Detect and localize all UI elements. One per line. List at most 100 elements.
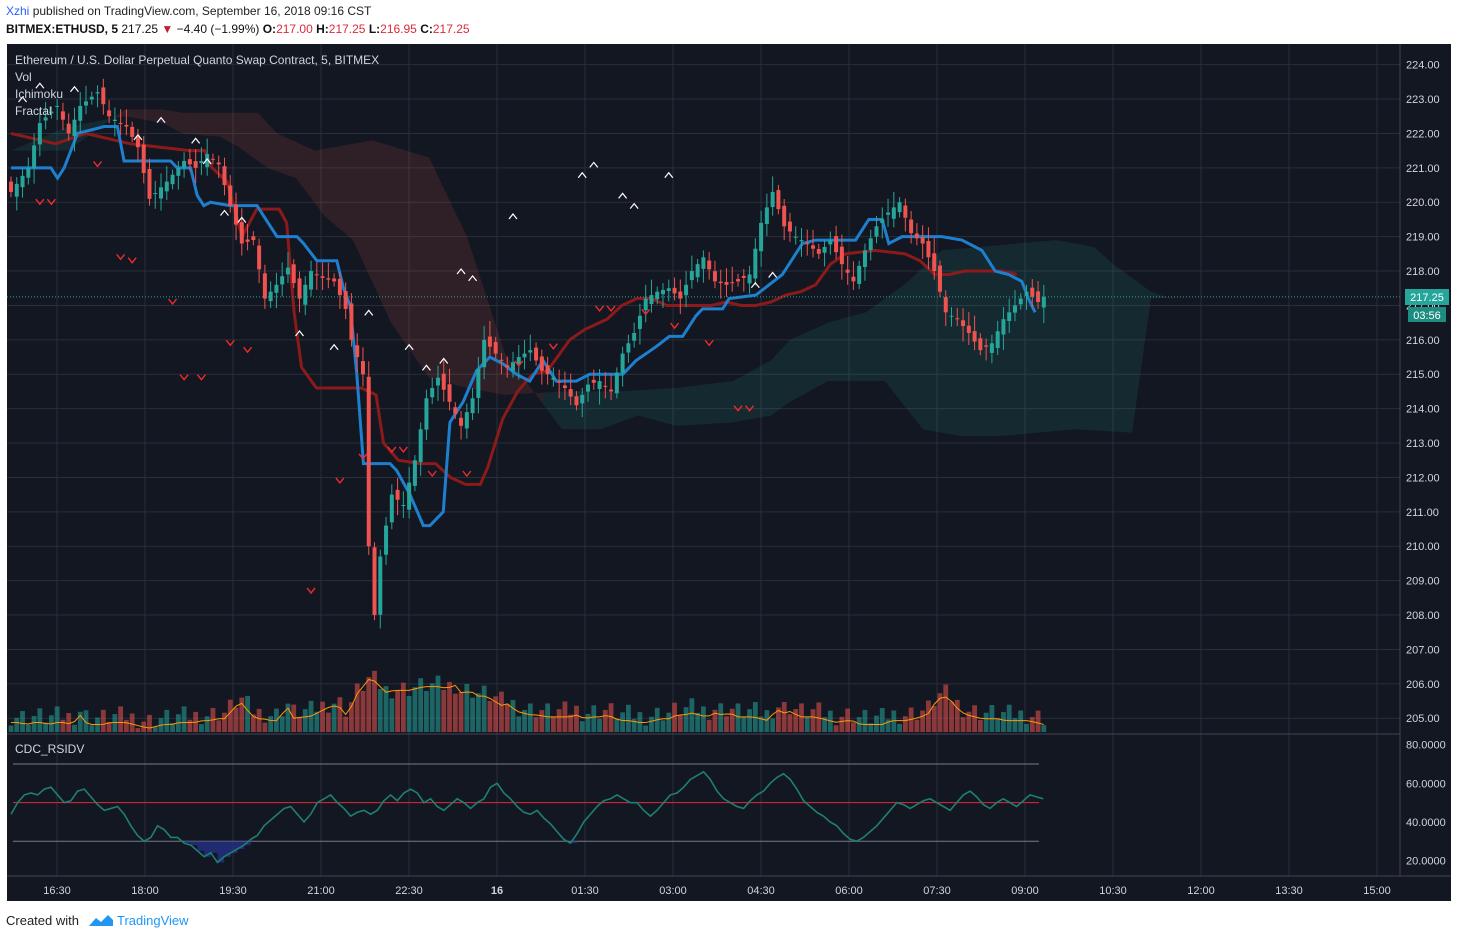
cloud-segment <box>324 147 334 225</box>
volume-bar <box>781 702 787 732</box>
volume-bar <box>983 712 989 732</box>
volume-bar <box>833 725 839 732</box>
last-price: 217.25 <box>121 22 159 36</box>
cloud-segment <box>533 391 543 405</box>
cloud-segment <box>866 305 876 382</box>
candle-body <box>787 221 792 232</box>
fractal-down-marker <box>358 453 368 460</box>
legend-title: Ethereum / U.S. Dollar Perpetual Quanto … <box>15 53 379 67</box>
volume-bar <box>539 710 545 732</box>
candle-body <box>187 159 192 165</box>
cloud-segment <box>771 350 781 416</box>
volume-bar <box>902 716 908 732</box>
candle-body <box>372 547 377 616</box>
cloud-segment <box>790 335 800 402</box>
legend-item-fractal[interactable]: Fractal <box>15 104 52 118</box>
volume-bar <box>839 716 845 732</box>
candle-body <box>78 105 83 121</box>
volume-bar <box>383 686 389 732</box>
volume-bar <box>470 697 475 732</box>
volume-bar <box>354 683 360 732</box>
high-label: H: <box>316 22 329 36</box>
cloud-segment <box>248 112 258 161</box>
candle-body <box>378 556 383 615</box>
chart-area[interactable]: 224.00 223.00 222.00 221.00 220.00 219.00 218.… <box>7 44 1451 901</box>
volume-bar <box>239 697 245 732</box>
tradingview-link[interactable]: TradingView <box>117 913 189 928</box>
volume-bar <box>72 724 77 732</box>
candle-body <box>268 291 273 302</box>
chart-canvas[interactable]: 224.00 223.00 222.00 221.00 220.00 219.00 218.… <box>7 44 1451 901</box>
candle-body <box>499 359 504 361</box>
volume-bar <box>435 675 441 732</box>
price-tick-label: 213.00 <box>1406 438 1440 450</box>
cloud-segment <box>153 109 163 124</box>
candle-body <box>886 212 891 215</box>
fractal-up-marker <box>404 343 414 351</box>
cloud-segment <box>894 284 904 406</box>
volume-bar <box>804 716 810 732</box>
cloud-segment <box>609 391 619 426</box>
price-tick-label: 224.00 <box>1406 60 1440 72</box>
cloud-segment <box>723 381 733 423</box>
low-value: 216.95 <box>380 22 417 36</box>
cloud-segment <box>144 109 154 122</box>
fractal-up-marker <box>70 85 79 93</box>
author-link[interactable]: Xzhi <box>6 4 30 18</box>
volume-bar <box>1012 718 1018 732</box>
candle-body <box>724 281 729 285</box>
candle-body <box>355 345 360 358</box>
volume-bar <box>631 718 637 732</box>
volume-bar <box>279 716 285 732</box>
symbol-line: BITMEX:ETHUSD, 5 217.25 ▼ −4.40 (−1.99%)… <box>6 22 470 36</box>
volume-bar <box>770 718 776 732</box>
rsi-tick-label: 60.0000 <box>1406 778 1446 790</box>
cloud-segment <box>49 130 59 151</box>
volume-bar <box>920 710 926 732</box>
volume-bar <box>487 700 493 732</box>
candle-body <box>1030 287 1035 297</box>
candle-body <box>747 274 752 284</box>
candle-body <box>834 236 839 253</box>
fractal-up-marker <box>329 343 339 351</box>
cloud-segment <box>638 389 648 419</box>
volume-bar <box>764 710 770 732</box>
candle-body <box>303 284 308 305</box>
cloud-segment <box>875 298 885 382</box>
price-tick-label: 222.00 <box>1406 128 1440 140</box>
legend-item-ichimoku[interactable]: Ichimoku <box>15 87 63 101</box>
volume-bar <box>747 709 752 732</box>
countdown: 03:56 <box>1413 310 1441 322</box>
fractal-up-marker <box>508 213 518 220</box>
time-tick-label: 07:30 <box>923 885 951 897</box>
candle-body <box>314 274 319 276</box>
cloud-segment <box>1084 245 1094 431</box>
candle-body <box>1041 296 1046 308</box>
candle-body <box>943 297 948 313</box>
volume-bar <box>216 720 222 732</box>
fractal-down-marker <box>606 305 616 313</box>
candle-body <box>389 494 394 523</box>
candle-body <box>764 207 769 224</box>
fractal-up-marker <box>618 192 628 199</box>
candle-body <box>978 338 983 351</box>
cloud-segment <box>315 148 325 216</box>
volume-bar <box>1029 717 1035 732</box>
cloud-segment <box>847 314 857 382</box>
cloud-segment <box>666 388 676 426</box>
fractal-down-marker <box>46 198 56 206</box>
volume-bar <box>897 723 902 732</box>
volume-bar <box>868 723 874 732</box>
volume-bar <box>666 712 672 732</box>
candle-body <box>159 187 164 199</box>
volume-bar <box>429 683 435 732</box>
volume-bar <box>816 702 822 732</box>
volume-bar <box>874 715 879 732</box>
candle-body <box>891 207 896 219</box>
cloud-segment <box>980 246 990 437</box>
volume-bar <box>233 707 239 732</box>
legend-item-vol[interactable]: Vol <box>15 70 32 84</box>
cloud-segment <box>799 331 809 397</box>
cloud-segment <box>381 143 391 323</box>
cloud-segment <box>695 384 705 425</box>
